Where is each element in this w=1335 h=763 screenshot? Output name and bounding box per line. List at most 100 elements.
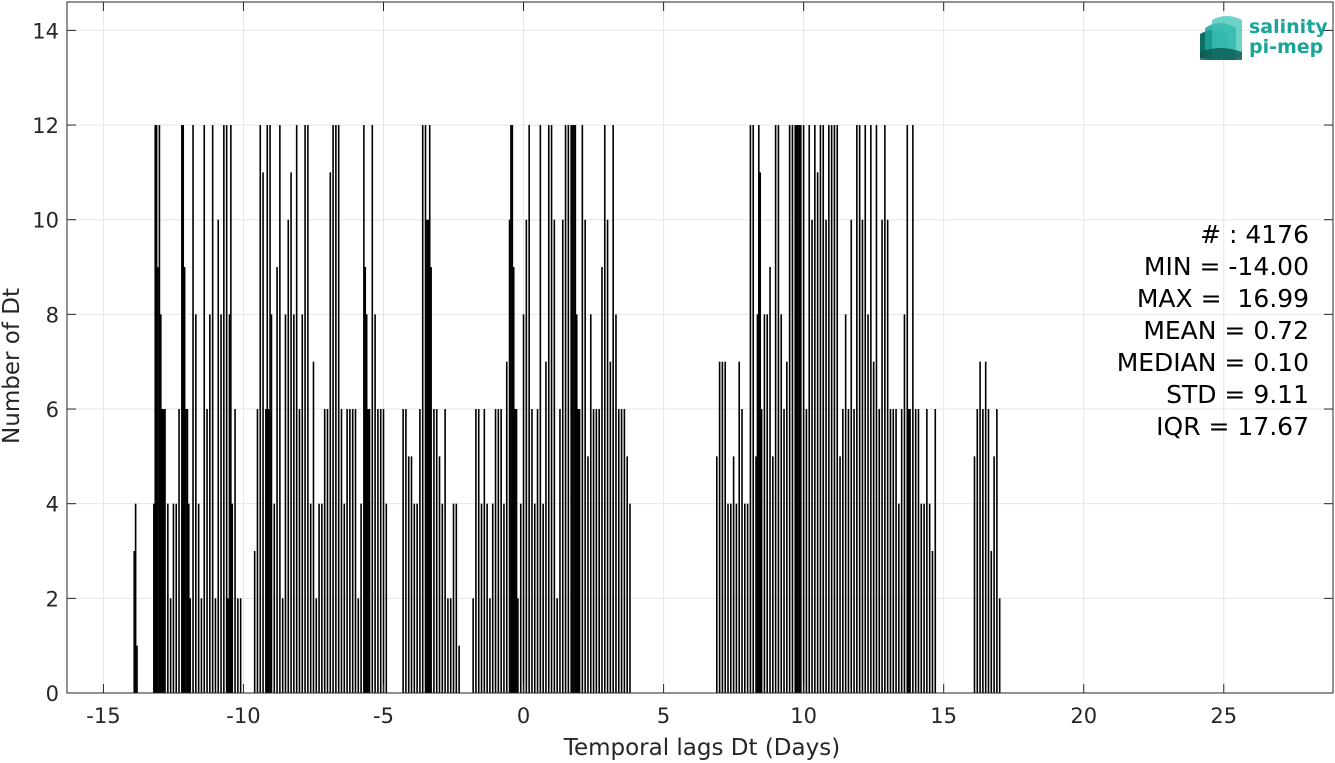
histogram-bar — [428, 125, 431, 694]
histogram-bar — [912, 125, 914, 694]
x-tick-label: -5 — [373, 704, 394, 728]
histogram-bar — [828, 125, 830, 694]
histogram-bar — [589, 314, 592, 693]
histogram-bar — [724, 361, 727, 693]
histogram-bar — [186, 409, 189, 693]
histogram-bar — [528, 125, 530, 694]
y-tick-label: 12 — [32, 114, 59, 138]
histogram-bar — [279, 125, 281, 694]
histogram-bar — [798, 125, 801, 694]
histogram-bar — [503, 503, 505, 693]
histogram-bar — [928, 503, 931, 693]
histogram-bar — [161, 409, 164, 693]
histogram-bar — [183, 267, 186, 693]
histogram-bar — [780, 314, 783, 693]
histogram-bar — [517, 598, 519, 693]
histogram-bar — [973, 456, 976, 693]
y-axis-ticks: 0 2 4 6 8 10 12 14 — [32, 19, 1333, 706]
x-tick-label: 25 — [1210, 704, 1237, 728]
histogram-bar — [349, 409, 351, 693]
histogram-bar — [547, 125, 550, 694]
histogram-bar — [323, 409, 326, 693]
histogram-bar — [620, 409, 623, 693]
histogram-bar — [895, 409, 897, 693]
histogram-bar — [998, 598, 1001, 693]
histogram-bar — [489, 598, 491, 693]
histogram-bar — [421, 125, 424, 694]
histogram-bar — [231, 503, 234, 693]
y-tick-label: 0 — [46, 682, 59, 706]
histogram-bar — [735, 503, 738, 693]
histogram-bar — [561, 219, 564, 693]
histogram-bar — [309, 503, 312, 693]
histogram-bar — [907, 409, 910, 693]
histogram-bar — [230, 125, 232, 694]
histogram-bar — [458, 645, 460, 693]
histogram-bar — [281, 598, 284, 693]
x-tick-label: 5 — [657, 704, 670, 728]
histogram-bar — [842, 409, 844, 693]
histogram-bar — [515, 409, 518, 693]
histogram-bar — [477, 409, 480, 693]
histogram-bar — [239, 598, 242, 693]
histogram-bar — [830, 125, 833, 694]
histogram-bar — [889, 409, 892, 693]
histogram-bar — [615, 314, 617, 693]
histogram-bar — [749, 125, 752, 694]
histogram-bar — [223, 125, 225, 694]
y-tick-label: 10 — [32, 209, 59, 233]
histogram-bar — [209, 314, 211, 693]
histogram-bar — [430, 267, 432, 693]
histogram-bar — [227, 598, 229, 693]
histogram-bar — [903, 314, 906, 693]
histogram-bar — [276, 267, 278, 693]
histogram-bar — [982, 409, 984, 693]
histogram-bar — [795, 125, 798, 694]
histogram-bar — [217, 219, 220, 693]
histogram-bar — [491, 503, 494, 693]
histogram-bar — [525, 219, 528, 693]
histogram-bar — [200, 598, 203, 693]
histogram-bar — [844, 314, 847, 693]
histogram-bar — [164, 409, 166, 693]
histogram-bar — [419, 409, 421, 693]
histogram-bar — [449, 598, 452, 693]
histogram-bar — [357, 598, 360, 693]
histogram-bar — [265, 409, 267, 693]
histogram-bar — [374, 314, 376, 693]
histogram-bar — [351, 409, 354, 693]
histogram-bar — [900, 409, 903, 693]
histogram-bar — [435, 409, 438, 693]
histogram-bar — [407, 456, 410, 693]
histogram-bar — [984, 361, 987, 693]
histogram-bar — [906, 125, 909, 694]
histogram-bar — [368, 409, 371, 693]
histogram-bar — [290, 172, 292, 693]
histogram-bar — [256, 409, 259, 693]
histogram-bar — [410, 456, 413, 693]
histogram-bar — [133, 551, 136, 693]
histogram-bar — [284, 314, 287, 693]
histogram-bar — [293, 314, 295, 693]
histogram-bar — [253, 551, 256, 693]
histogram-bar — [825, 219, 827, 693]
histogram-bar — [364, 267, 367, 693]
histogram-bar — [298, 409, 301, 693]
histogram-bar — [759, 172, 762, 693]
histogram-bar — [181, 125, 183, 694]
histogram-bar — [377, 409, 379, 693]
histogram-bar — [721, 361, 724, 693]
histogram-bar — [360, 503, 362, 693]
histogram-bar — [326, 409, 329, 693]
histogram-bar — [162, 409, 165, 693]
histogram-bar — [363, 125, 365, 694]
histogram-bar — [522, 314, 525, 693]
histogram-bar — [788, 125, 791, 694]
x-tick-label: -15 — [86, 704, 120, 728]
histogram-bar — [587, 456, 589, 693]
x-axis-ticks: -15 -10 -5 0 5 10 15 20 25 — [86, 2, 1237, 728]
histogram-bar — [822, 125, 825, 694]
histogram-bar — [533, 503, 536, 693]
histogram-bar — [511, 125, 514, 694]
